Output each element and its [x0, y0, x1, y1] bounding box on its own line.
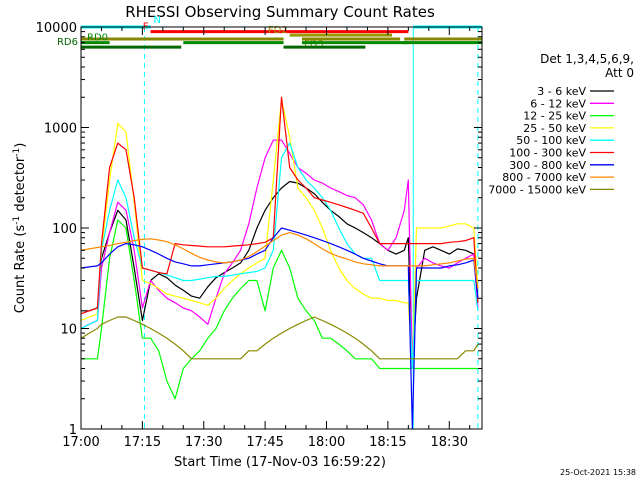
series-line-5: [81, 96, 479, 315]
legend-label-5: 100 - 300 keV: [509, 147, 586, 160]
x-tick-label-3: 17:45: [246, 435, 283, 450]
y-tick-label-2: 100: [52, 222, 77, 237]
legend-header-attenuator: Att 0: [605, 66, 634, 80]
y-tick-label-3: 1000: [44, 122, 77, 137]
legend-label-0: 3 - 6 keV: [537, 85, 586, 98]
legend-label-6: 300 - 800 keV: [509, 159, 586, 172]
x-tick-label-1: 17:15: [124, 435, 161, 450]
axes: 17:00 17:15 17:30 17:45 18:00 18:15 18:30 1 10 10…: [36, 21, 482, 450]
series-line-3: [81, 98, 479, 370]
x-tick-label-6: 18:30: [431, 435, 468, 450]
y-axis-label-part1: Count Rate (s: [13, 225, 28, 314]
x-tick-label-4: 18:00: [308, 435, 345, 450]
series-line-8: [81, 316, 479, 360]
legend-label-1: 6 - 12 keV: [530, 97, 586, 110]
chart-title: RHESSI Observing Summary Count Rates: [125, 3, 435, 21]
legend-label-4: 50 - 100 keV: [516, 134, 586, 147]
y-axis-label-sup1: -1: [12, 216, 22, 225]
timestamp: 25-Oct-2021 15:38: [560, 468, 636, 477]
flag-label-fd2: FD2: [268, 25, 288, 36]
series-line-6: [81, 227, 479, 429]
x-tick-label-5: 18:15: [369, 435, 406, 450]
y-axis-label-part3: ): [13, 143, 28, 148]
flag-label-fd3: FD3: [304, 39, 324, 50]
legend-label-3: 25 - 50 keV: [523, 122, 586, 135]
y-tick-label-0: 1: [69, 423, 77, 438]
x-axis-label: Start Time (17-Nov-03 16:59:22): [174, 455, 386, 470]
series-line-7: [81, 232, 479, 289]
legend-label-2: 12 - 25 keV: [523, 110, 586, 123]
y-tick-label-1: 10: [60, 323, 77, 338]
flag-label-rd0: RD0: [87, 33, 108, 44]
x-tick-label-2: 17:30: [185, 435, 222, 450]
flag-label-n: N: [154, 15, 161, 26]
series-lines: [81, 96, 479, 429]
y-axis-label: Count Rate (s-1 detector-1): [12, 143, 28, 314]
legend-header-detectors: Det 1,3,4,5,6,9,: [540, 52, 634, 66]
x-tick-label-0: 17:00: [62, 435, 99, 450]
legend-label-7: 800 - 7000 keV: [502, 171, 586, 184]
y-tick-label-4: 10000: [36, 21, 77, 36]
legend-label-8: 7000 - 15000 keV: [488, 183, 586, 196]
y-axis-label-part2: detector: [13, 156, 28, 216]
y-axis-label-sup2: -1: [12, 148, 22, 157]
flag-label-rd6: RD6: [57, 37, 78, 48]
